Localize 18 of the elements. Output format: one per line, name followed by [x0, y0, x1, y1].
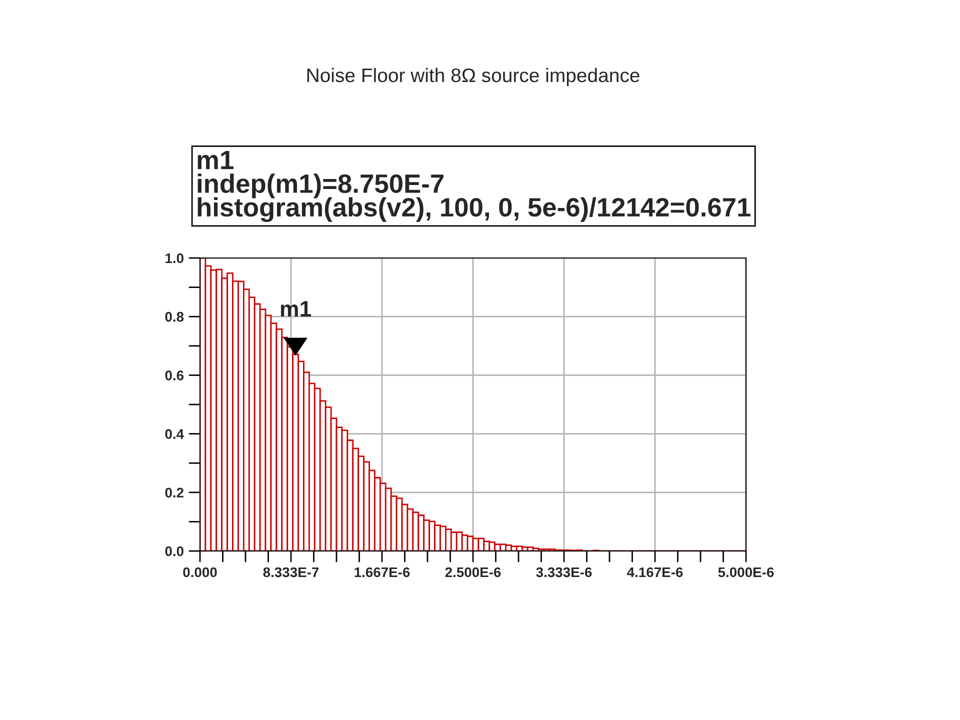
x-tick-label: 2.500E-6	[445, 567, 501, 578]
text: indep(m1)=8.750E-7	[198, 174, 444, 198]
x-tick-label: 8.333E-7	[263, 567, 319, 578]
annotation: m1	[280, 301, 311, 316]
x-tick-label: 0.000	[183, 567, 217, 578]
x-tick-label: 3.333E-6	[536, 567, 592, 578]
x-tick-label: 1.667E-6	[354, 567, 410, 578]
y-tick-label: 0.0	[165, 546, 184, 556]
y-tick-label: 0.8	[165, 312, 184, 322]
x-tick-label: 4.167E-6	[627, 567, 683, 578]
chart-title: Noise Floor with 8Ω source impedance	[307, 68, 640, 86]
text: m1	[198, 150, 234, 170]
text: histogram(abs(v2), 100, 0, 5e-6)/12142=0.671	[198, 197, 750, 222]
y-tick-label: 0.4	[165, 429, 184, 439]
x-tick-label: 5.000E-6	[718, 567, 774, 578]
y-tick-label: 0.6	[165, 370, 184, 380]
y-tick-label: 0.2	[165, 488, 184, 498]
y-tick-label: 1.0	[166, 253, 184, 264]
